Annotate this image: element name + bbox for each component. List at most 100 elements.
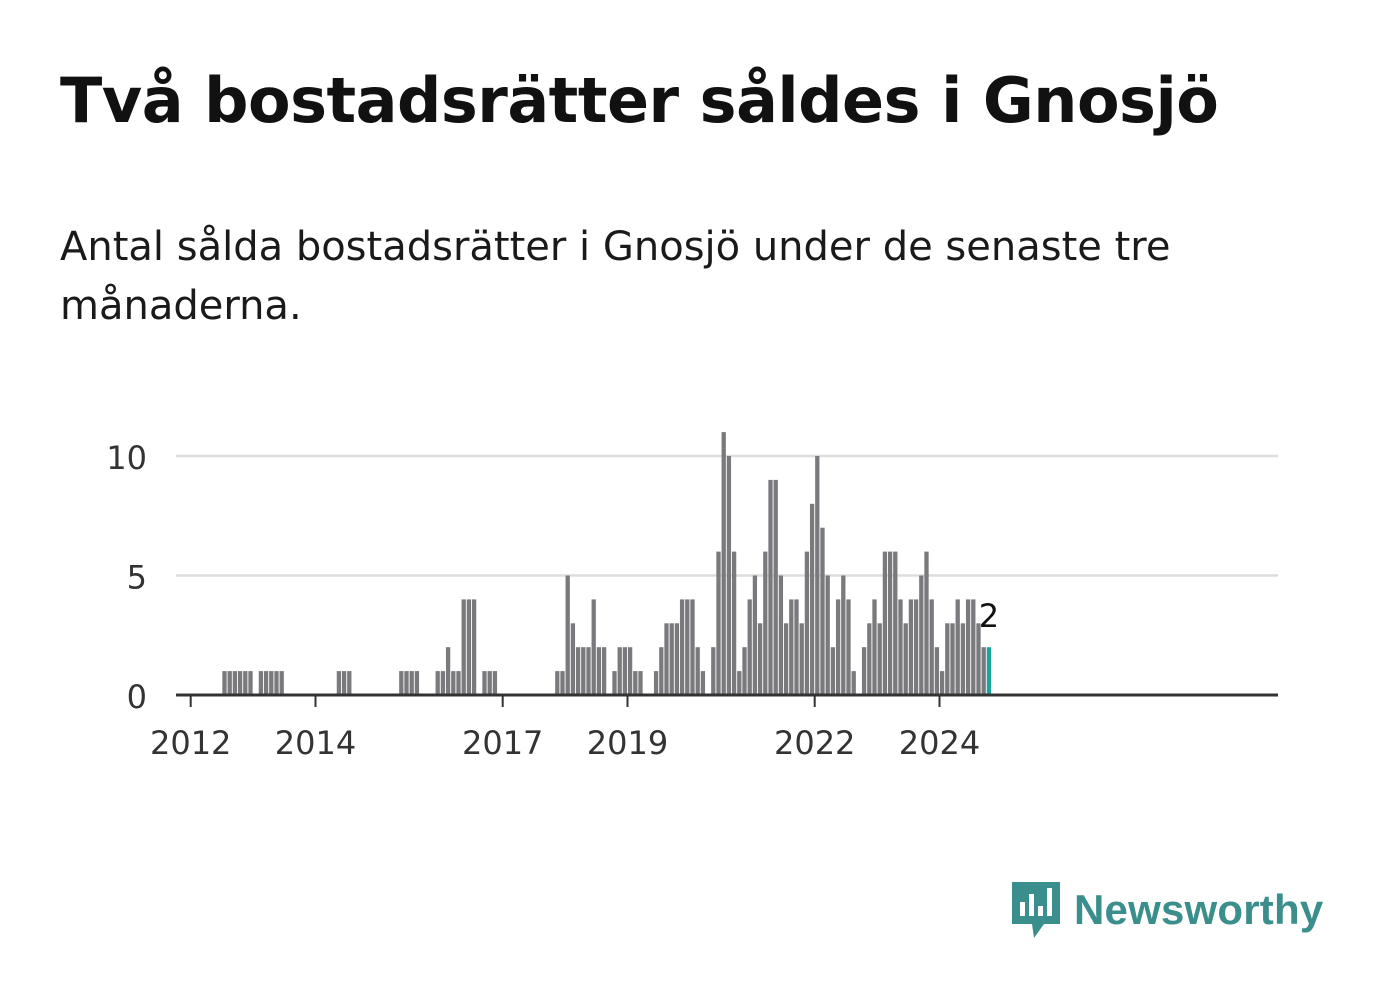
bar <box>269 671 274 695</box>
bar <box>945 623 950 695</box>
bar <box>612 671 617 695</box>
bar <box>399 671 404 695</box>
bar <box>487 671 492 695</box>
bar <box>596 647 602 695</box>
bar <box>700 671 706 695</box>
bar <box>638 671 643 695</box>
bar <box>731 551 737 695</box>
bar <box>737 671 742 695</box>
bar <box>939 671 945 695</box>
bar <box>659 647 664 695</box>
x-tick-label: 2024 <box>899 724 980 762</box>
bar <box>804 551 810 695</box>
bar <box>679 599 685 695</box>
bar <box>555 671 560 695</box>
bar <box>747 599 752 695</box>
bar <box>820 527 825 695</box>
bar <box>347 671 352 695</box>
bar <box>773 479 778 695</box>
bar <box>752 575 758 695</box>
bar <box>716 551 721 695</box>
newsworthy-logo-icon <box>1012 882 1060 938</box>
y-tick-label: 10 <box>106 439 147 477</box>
bar <box>815 456 820 695</box>
bar <box>435 671 440 695</box>
bar <box>783 623 789 695</box>
bar <box>279 671 284 695</box>
chart-title: Två bostadsrätter såldes i Gnosjö <box>60 64 1219 137</box>
bar <box>825 575 830 695</box>
y-tick-label: 0 <box>127 678 147 716</box>
bar <box>919 575 924 695</box>
bar <box>685 599 690 695</box>
annotations: 2 <box>979 597 999 635</box>
bar <box>232 671 238 695</box>
bar <box>601 647 607 695</box>
x-tick-label: 2012 <box>150 724 231 762</box>
bar <box>627 647 633 695</box>
bar <box>950 623 955 695</box>
bar <box>258 671 264 695</box>
bar <box>274 671 279 695</box>
bar <box>581 647 586 695</box>
bar <box>237 671 243 695</box>
bar <box>341 671 347 695</box>
bar <box>882 551 888 695</box>
bar <box>414 671 420 695</box>
bar <box>695 647 700 695</box>
bar <box>482 671 487 695</box>
bar <box>575 647 581 695</box>
bar <box>243 671 248 695</box>
bar <box>903 623 908 695</box>
bar <box>664 623 669 695</box>
bar <box>971 599 976 695</box>
bar <box>492 671 498 695</box>
bar <box>835 599 841 695</box>
x-tick-label: 2014 <box>275 724 356 762</box>
bar <box>757 623 763 695</box>
bar <box>451 671 456 695</box>
bar <box>924 551 929 695</box>
bar <box>248 671 253 695</box>
bar <box>763 551 768 695</box>
newsworthy-logo: Newsworthy <box>1010 878 1323 942</box>
bar <box>471 599 477 695</box>
bar-latest <box>986 647 992 695</box>
bar <box>841 575 846 695</box>
bar <box>222 671 227 695</box>
bar <box>846 599 851 695</box>
bar <box>955 599 960 695</box>
bar <box>591 599 596 695</box>
bar <box>227 671 232 695</box>
bar <box>336 671 342 695</box>
bar <box>789 599 794 695</box>
bar <box>976 623 981 695</box>
bar <box>726 456 732 695</box>
bar <box>893 551 898 695</box>
bar <box>929 599 934 695</box>
bar <box>867 623 872 695</box>
bar <box>934 647 940 695</box>
bar <box>965 599 971 695</box>
bar <box>633 671 638 695</box>
bar <box>617 647 622 695</box>
bar <box>887 551 893 695</box>
bar <box>466 599 472 695</box>
bar <box>721 432 726 695</box>
bar <box>768 479 773 695</box>
bar <box>565 575 570 695</box>
bar <box>461 599 466 695</box>
bar <box>586 647 591 695</box>
bar <box>622 647 628 695</box>
y-tick-label: 5 <box>127 559 147 597</box>
bar <box>799 623 804 695</box>
latest-value-label: 2 <box>979 597 999 635</box>
x-tick-label: 2017 <box>462 724 543 762</box>
bar <box>404 671 409 695</box>
chart-subtitle: Antal sålda bostadsrätter i Gnosjö under… <box>60 224 1171 329</box>
bar <box>669 623 674 695</box>
bar <box>981 647 986 695</box>
bar <box>851 671 856 695</box>
bar <box>913 599 919 695</box>
bar <box>861 647 867 695</box>
